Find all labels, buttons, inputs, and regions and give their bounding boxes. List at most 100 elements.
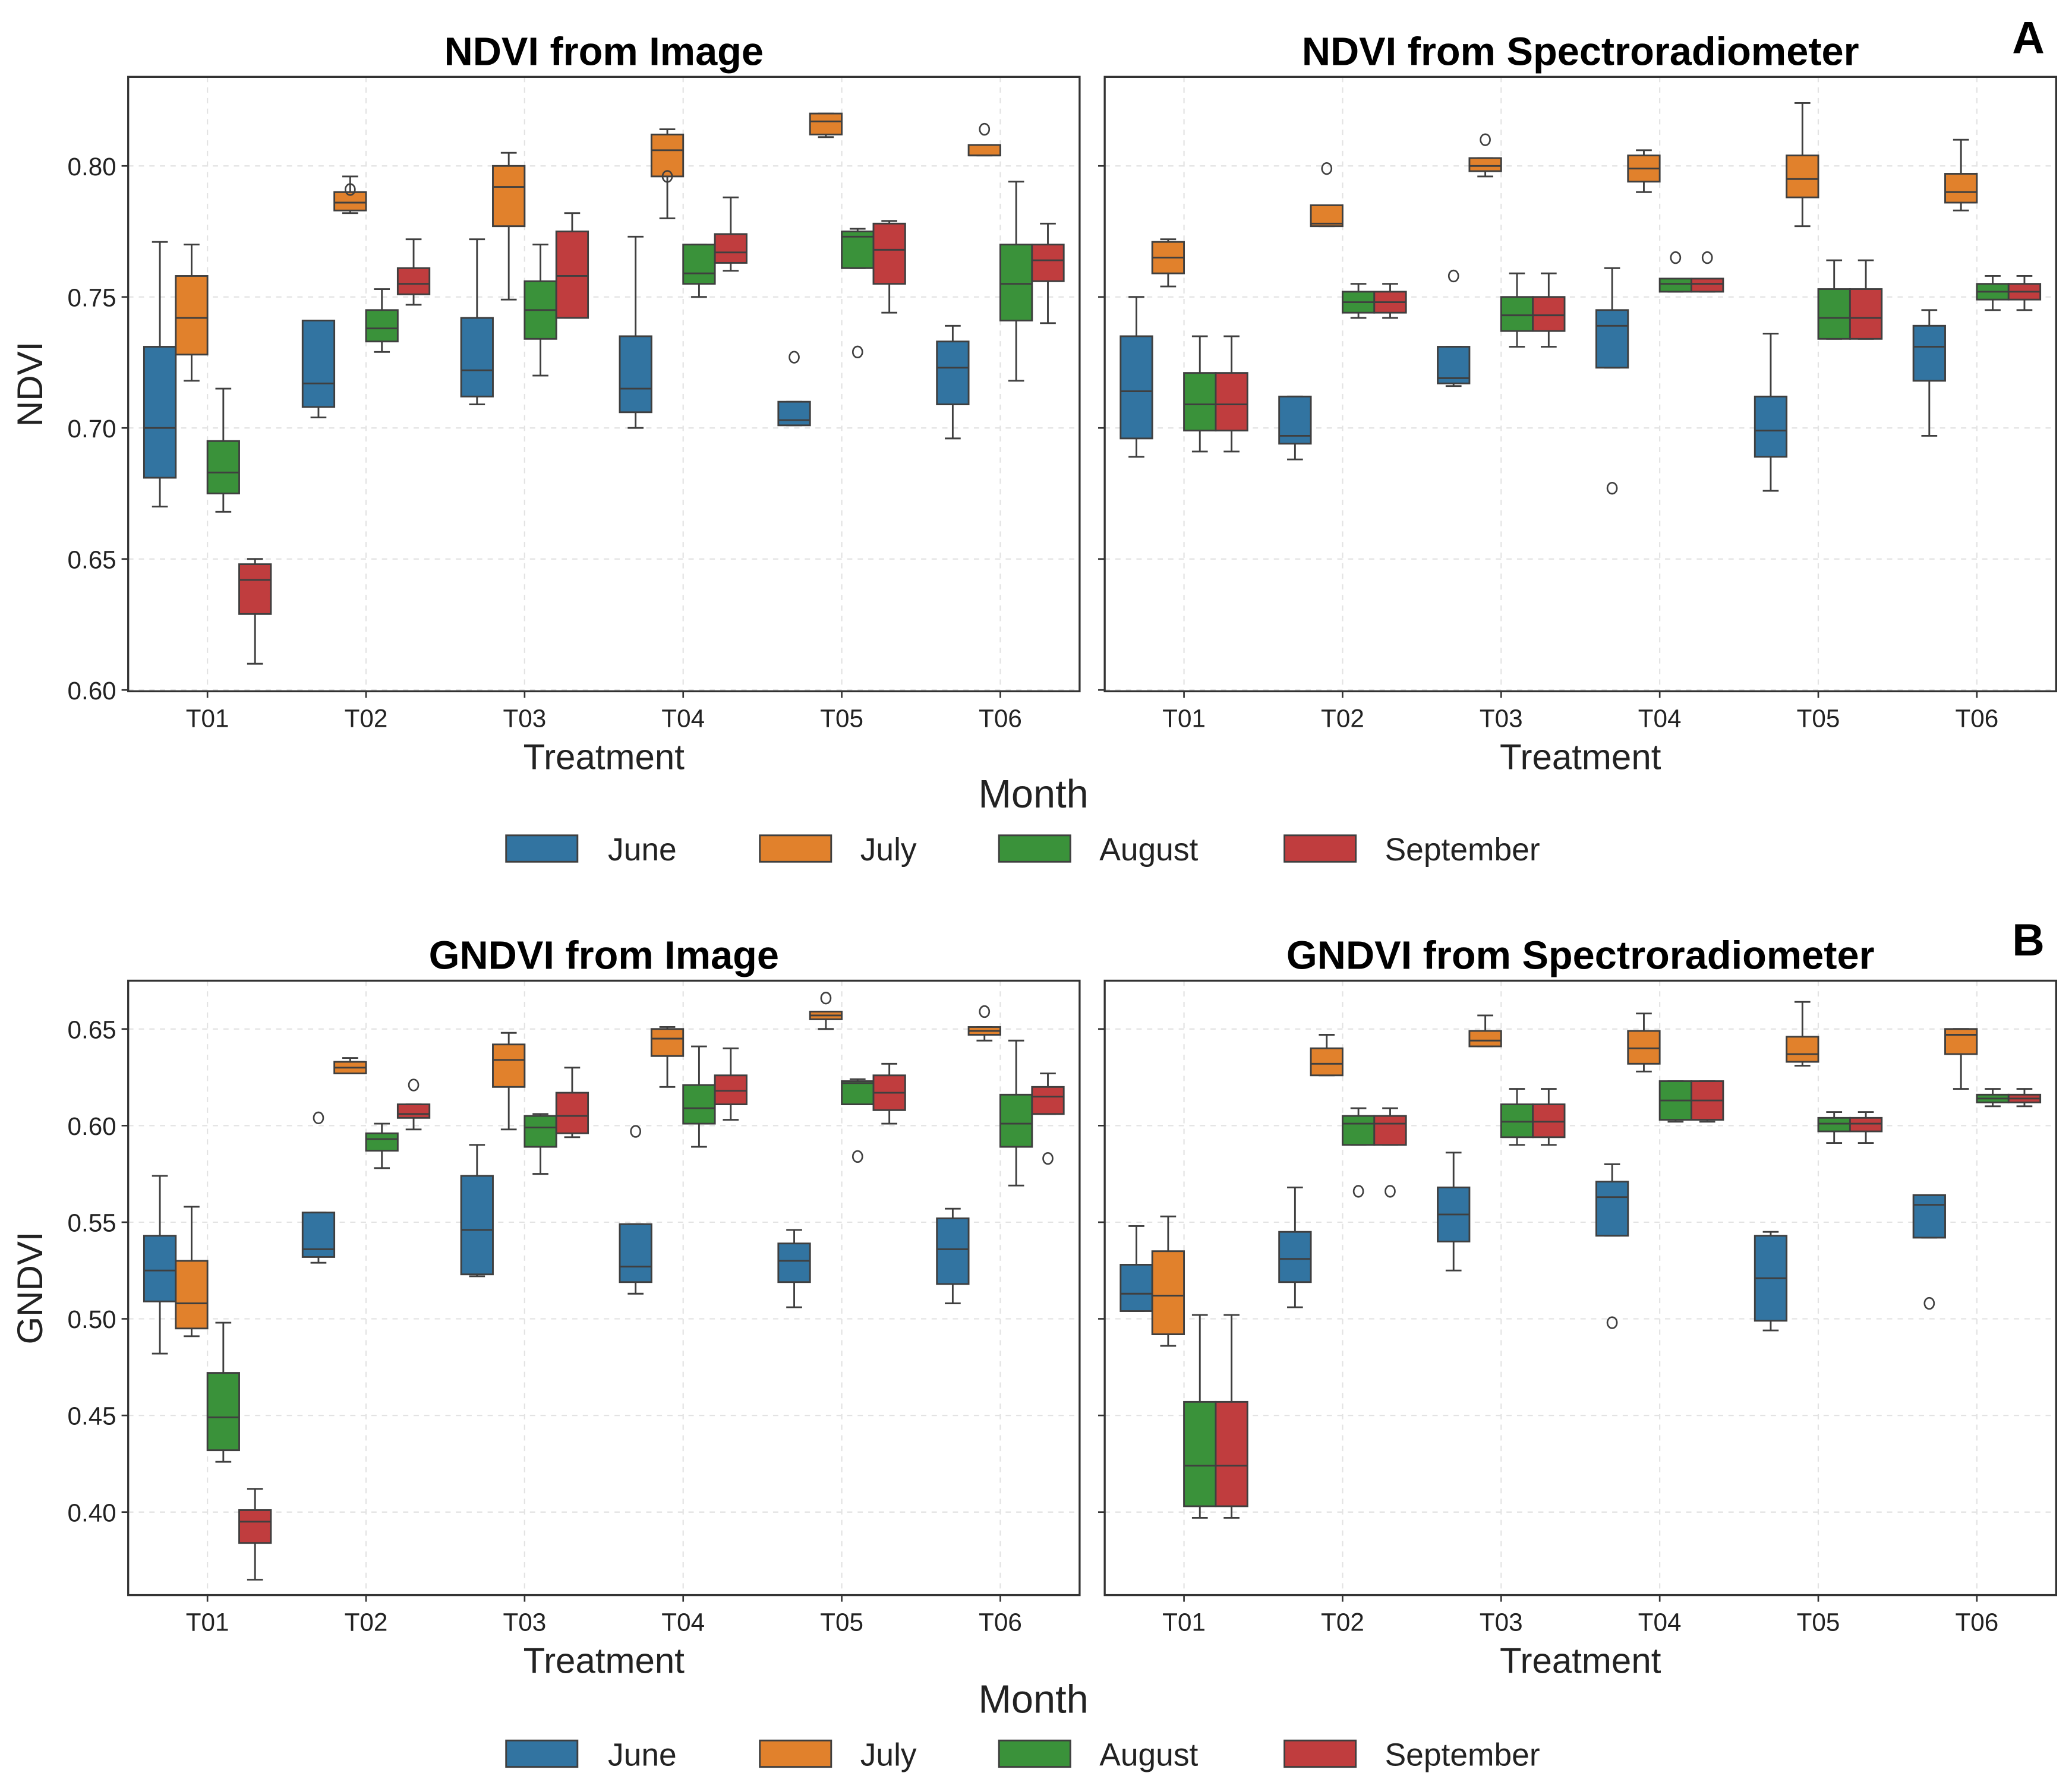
outlier-point bbox=[1606, 1316, 1618, 1329]
box-august-t04 bbox=[682, 244, 716, 298]
box-august-t06 bbox=[1976, 1088, 2010, 1108]
iqr-box bbox=[1341, 1115, 1376, 1146]
box-june-t04 bbox=[619, 1125, 652, 1295]
outlier-point bbox=[1321, 162, 1333, 175]
box-june-t05 bbox=[777, 1229, 811, 1308]
outlier-point bbox=[1042, 1152, 1054, 1165]
outlier-point bbox=[1447, 269, 1459, 283]
iqr-box bbox=[365, 309, 399, 343]
x-tick-label: T04 bbox=[1638, 704, 1682, 732]
box-september-t01 bbox=[1215, 1314, 1248, 1519]
box-august-t06 bbox=[999, 181, 1033, 382]
box-august-t02 bbox=[365, 288, 399, 353]
box-september-t05 bbox=[872, 220, 906, 314]
iqr-box bbox=[1912, 324, 1946, 382]
box-june-t05 bbox=[1754, 1231, 1788, 1332]
box-august-t01 bbox=[206, 1321, 240, 1463]
y-tick-label: 0.80 bbox=[67, 153, 116, 181]
iqr-box bbox=[714, 233, 748, 264]
box-august-t04 bbox=[682, 1045, 716, 1148]
iqr-box bbox=[1468, 157, 1502, 172]
legend-item-september: September bbox=[1283, 1737, 1540, 1772]
iqr-box bbox=[1500, 1103, 1534, 1138]
iqr-box bbox=[523, 1115, 557, 1148]
box-july-t04 bbox=[650, 128, 685, 219]
legend-label: July bbox=[860, 832, 917, 868]
legend-label: September bbox=[1385, 832, 1540, 868]
x-tick-label: T04 bbox=[1638, 1608, 1682, 1636]
box-july-t02 bbox=[1310, 1034, 1344, 1077]
panel-letter: B bbox=[2012, 916, 2045, 966]
x-tick-label: T03 bbox=[503, 704, 546, 732]
legend-item-august: August bbox=[998, 832, 1199, 868]
outlier-point bbox=[661, 170, 673, 183]
iqr-box bbox=[1658, 277, 1692, 293]
iqr-box bbox=[238, 563, 272, 615]
x-tick-label: T02 bbox=[345, 1608, 388, 1636]
outlier-point bbox=[1385, 1185, 1396, 1198]
iqr-box bbox=[1817, 288, 1851, 340]
iqr-box bbox=[841, 231, 875, 269]
iqr-box bbox=[396, 267, 431, 295]
y-tick-label: 0.75 bbox=[67, 283, 116, 311]
x-axis-label: Treatment bbox=[1500, 1641, 1661, 1681]
iqr-box bbox=[1468, 1030, 1502, 1048]
x-tick-label: T01 bbox=[186, 704, 229, 732]
box-august-t03 bbox=[1500, 1088, 1534, 1146]
box-august-t03 bbox=[523, 1113, 557, 1175]
iqr-box bbox=[365, 1132, 399, 1152]
legend-label: August bbox=[1099, 832, 1198, 868]
outlier-point bbox=[1701, 251, 1713, 264]
box-july-t01 bbox=[1151, 238, 1185, 288]
box-september-t02 bbox=[396, 238, 431, 306]
legend-label: September bbox=[1385, 1737, 1540, 1772]
box-june-t02 bbox=[1278, 395, 1312, 460]
outlier-point bbox=[1606, 481, 1618, 495]
outlier-point bbox=[789, 351, 800, 364]
iqr-box bbox=[777, 400, 811, 427]
box-september-t02 bbox=[1373, 1107, 1407, 1198]
legend-item-june: June bbox=[505, 1737, 677, 1772]
iqr-box bbox=[682, 1084, 716, 1125]
outlier-point bbox=[1352, 1185, 1364, 1198]
box-june-t02 bbox=[301, 319, 336, 419]
box-july-t05 bbox=[809, 112, 843, 138]
box-august-t02 bbox=[365, 1122, 399, 1169]
legend-title: Month bbox=[978, 1677, 1088, 1721]
iqr-box bbox=[1532, 296, 1566, 332]
iqr-box bbox=[301, 1212, 336, 1258]
legend-item-june: June bbox=[505, 832, 677, 868]
box-june-t04 bbox=[1595, 1163, 1629, 1329]
iqr-box bbox=[143, 346, 177, 479]
x-tick-label: T05 bbox=[1797, 704, 1840, 732]
x-tick-label: T03 bbox=[503, 1608, 546, 1636]
iqr-box bbox=[555, 231, 589, 319]
y-tick-label: 0.60 bbox=[67, 1112, 116, 1140]
box-july-t06 bbox=[967, 1005, 1001, 1042]
iqr-box bbox=[1786, 1036, 1819, 1063]
box-june-t01 bbox=[143, 241, 177, 507]
legend-swatch bbox=[505, 1739, 579, 1768]
box-june-t06 bbox=[1912, 309, 1946, 437]
y-tick-label: 0.60 bbox=[67, 677, 116, 705]
iqr-box bbox=[1310, 1047, 1344, 1077]
box-august-t02 bbox=[1341, 1107, 1376, 1198]
x-tick-label: T03 bbox=[1480, 704, 1523, 732]
iqr-box bbox=[619, 1223, 652, 1283]
iqr-box bbox=[872, 222, 906, 285]
box-september-t04 bbox=[1691, 1080, 1724, 1123]
panel-title: NDVI from Spectroradiometer bbox=[1302, 30, 1859, 74]
iqr-box bbox=[1849, 1116, 1883, 1133]
box-august-t06 bbox=[999, 1039, 1033, 1187]
box-july-t06 bbox=[967, 122, 1001, 157]
iqr-box bbox=[999, 1093, 1033, 1148]
box-july-t03 bbox=[1468, 1014, 1502, 1048]
box-june-t02 bbox=[301, 1111, 336, 1264]
box-july-t02 bbox=[1310, 162, 1344, 228]
iqr-box bbox=[1595, 309, 1629, 369]
box-july-t05 bbox=[809, 992, 843, 1030]
y-tick-label: 0.65 bbox=[67, 545, 116, 573]
box-june-t04 bbox=[619, 235, 652, 429]
y-axis-label: GNDVI bbox=[10, 1231, 50, 1344]
